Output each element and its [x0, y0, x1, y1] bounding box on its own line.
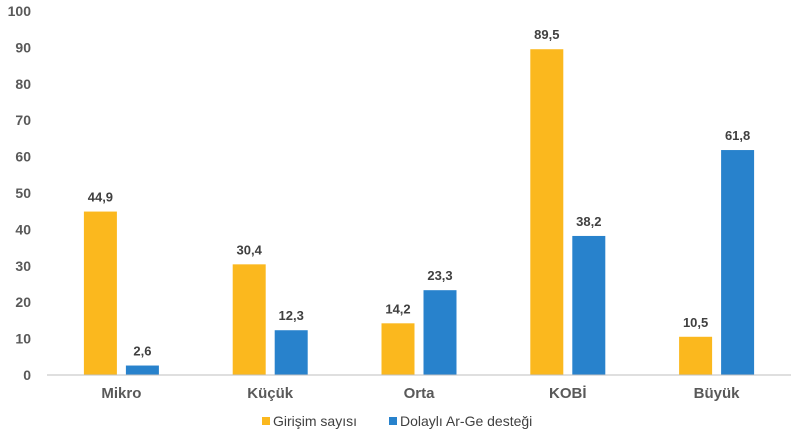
bar-girisim-2 [381, 323, 415, 375]
category-label: KOBİ [549, 385, 587, 402]
data-label: 2,6 [133, 344, 151, 359]
bar-arge-2 [423, 290, 457, 375]
bar-girisim-4 [679, 336, 713, 375]
y-axis-ticks: 0 10 20 30 40 50 60 70 80 90 100 [8, 3, 32, 383]
data-label: 10,5 [683, 315, 708, 330]
y-tick-label: 0 [23, 367, 31, 383]
bar-girisim-1 [232, 264, 266, 375]
category-label: Küçük [247, 385, 294, 402]
legend: Girişim sayısı Dolaylı Ar-Ge desteği [262, 413, 532, 429]
y-tick-label: 70 [15, 112, 31, 128]
y-tick-label: 20 [15, 294, 31, 310]
y-tick-label: 30 [15, 258, 31, 274]
legend-swatch [262, 417, 270, 425]
y-tick-label: 50 [15, 185, 31, 201]
data-label: 30,4 [237, 242, 263, 257]
data-label: 61,8 [725, 128, 750, 143]
category-label: Büyük [694, 385, 741, 402]
category-label: Mikro [101, 385, 141, 402]
bar-girisim-3 [530, 49, 564, 375]
bar-girisim-0 [83, 211, 117, 375]
bar-arge-3 [572, 235, 606, 375]
y-tick-label: 90 [15, 39, 31, 55]
y-tick-label: 40 [15, 221, 31, 237]
data-label: 14,2 [385, 301, 410, 316]
category-labels-group: Mikro Küçük Orta KOBİ Büyük [101, 385, 740, 402]
bars-group [83, 49, 755, 375]
bar-arge-4 [721, 150, 755, 375]
legend-label: Dolaylı Ar-Ge desteği [400, 413, 532, 429]
y-tick-label: 10 [15, 331, 31, 347]
data-label: 12,3 [279, 308, 304, 323]
legend-label: Girişim sayısı [273, 413, 357, 429]
data-label: 44,9 [88, 190, 113, 205]
bar-arge-0 [125, 365, 159, 375]
data-labels-group: 44,9 2,6 30,4 12,3 14,2 23,3 89,5 38,2 10,5 61,8 [88, 27, 751, 358]
data-label: 23,3 [427, 268, 452, 283]
y-tick-label: 80 [15, 76, 31, 92]
legend-swatch [389, 417, 397, 425]
data-label: 89,5 [534, 27, 559, 42]
bar-arge-1 [274, 330, 308, 375]
data-label: 38,2 [576, 214, 601, 229]
y-tick-label: 60 [15, 149, 31, 165]
category-label: Orta [404, 385, 436, 402]
y-tick-label: 100 [8, 3, 32, 19]
